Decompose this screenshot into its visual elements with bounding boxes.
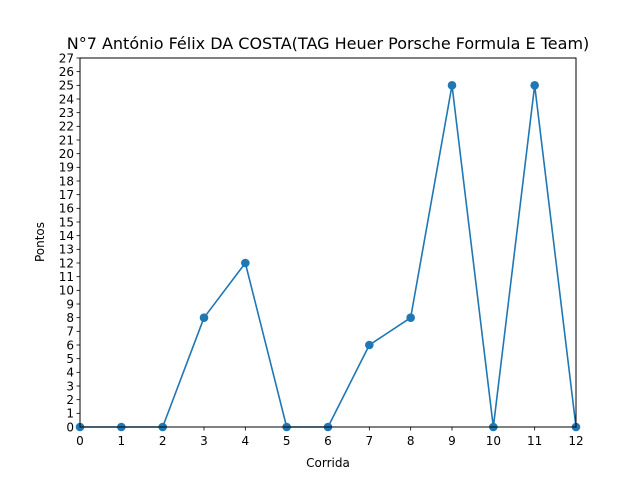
y-axis-label: Pontos	[33, 222, 47, 262]
y-tick-label: 14	[59, 229, 74, 243]
y-tick-label: 1	[66, 407, 74, 421]
y-tick-label: 5	[66, 352, 74, 366]
y-tick-label: 21	[59, 133, 74, 147]
y-tick-label: 22	[59, 120, 74, 134]
x-tick-label: 1	[118, 434, 126, 448]
x-tick-label: 11	[527, 434, 542, 448]
axis-ticks: 0 1 2 3 4 5 6 7 8 9 10 11 12012345678910111213141516…	[59, 51, 584, 448]
y-tick-label: 16	[59, 202, 74, 216]
data-point	[447, 81, 457, 90]
y-tick-label: 2	[66, 393, 74, 407]
x-tick-label: 2	[159, 434, 167, 448]
data-point	[365, 340, 374, 350]
x-tick-label: 8	[407, 434, 415, 448]
y-tick-label: 10	[59, 284, 74, 298]
y-tick-label: 19	[59, 161, 74, 175]
data-point	[406, 313, 415, 322]
y-tick-label: 13	[59, 243, 74, 257]
y-tick-label: 11	[59, 270, 74, 284]
x-tick-label: 10	[486, 434, 501, 448]
data-point	[530, 81, 539, 90]
y-tick-label: 7	[66, 325, 74, 339]
data-point	[199, 313, 209, 322]
y-tick-label: 8	[66, 311, 74, 325]
y-tick-label: 25	[59, 79, 74, 93]
chart-title: N°7 António Félix DA COSTA(TAG Heuer Por…	[67, 34, 590, 53]
y-tick-label: 24	[59, 92, 74, 106]
y-tick-label: 6	[66, 338, 74, 352]
y-tick-label: 9	[66, 297, 74, 311]
x-tick-label: 3	[200, 434, 208, 448]
x-tick-label: 12	[568, 434, 583, 448]
y-tick-label: 15	[59, 215, 74, 229]
y-tick-label: 0	[66, 420, 74, 434]
data-point	[241, 258, 250, 268]
y-tick-label: 18	[59, 174, 74, 188]
x-tick-label: 7	[366, 434, 374, 448]
x-tick-label: 5	[283, 434, 291, 448]
x-tick-label: 4	[242, 434, 250, 448]
x-tick-label: 6	[324, 434, 332, 448]
y-tick-label: 27	[59, 51, 74, 65]
y-tick-label: 20	[59, 147, 74, 161]
y-tick-label: 3	[66, 379, 74, 393]
y-tick-label: 23	[59, 106, 74, 120]
x-axis-label: Corrida	[306, 456, 350, 470]
y-tick-label: 4	[66, 366, 74, 380]
y-tick-label: 12	[59, 256, 74, 270]
y-tick-label: 26	[59, 65, 74, 79]
plot-frame	[79, 57, 577, 428]
y-tick-label: 17	[59, 188, 74, 202]
x-tick-label: 0	[76, 434, 84, 448]
x-tick-label: 9	[448, 434, 456, 448]
